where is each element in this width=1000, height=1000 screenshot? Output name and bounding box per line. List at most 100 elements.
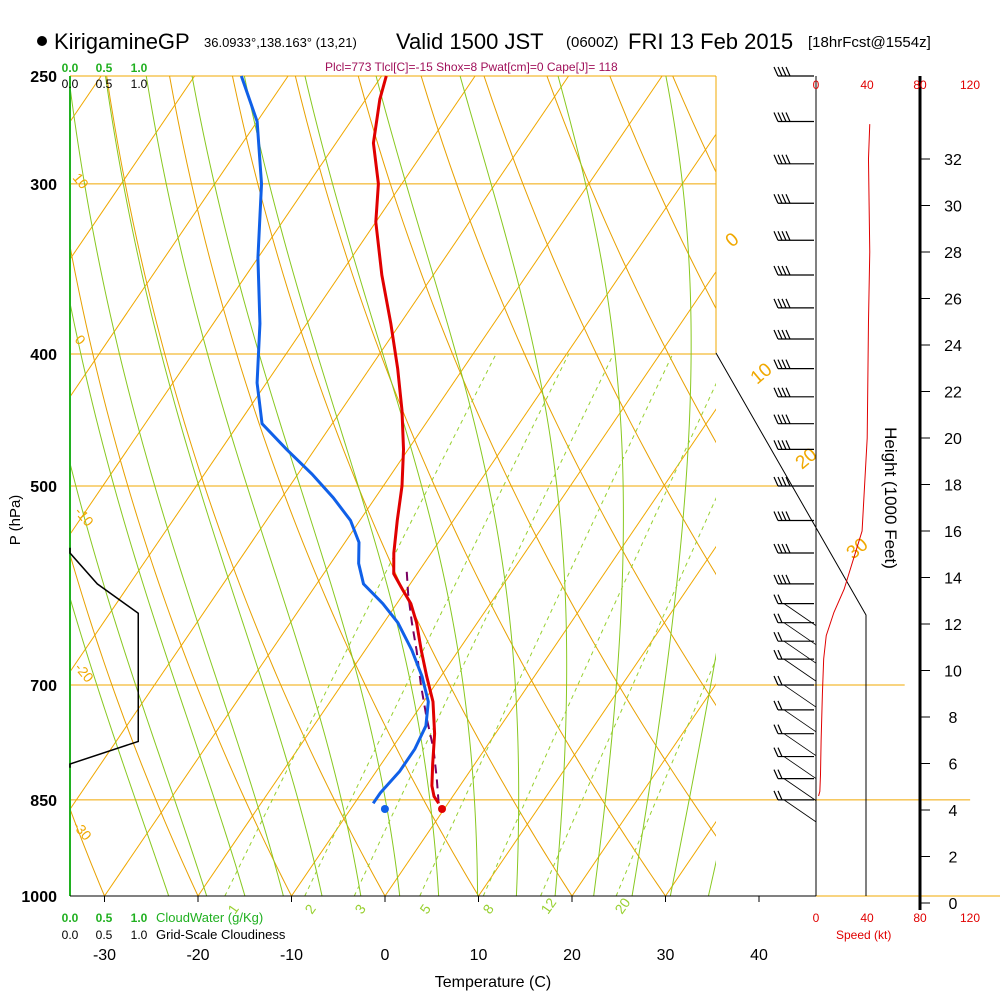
height-tick-label: 28	[944, 245, 962, 262]
height-tick-label: 12	[944, 617, 962, 634]
wind-barb	[773, 298, 814, 309]
wind-barb-flag	[777, 387, 783, 398]
wind-barb-flag	[777, 329, 783, 340]
zulu-time: (0600Z)	[566, 34, 619, 51]
mixing-ratio-label: 5	[416, 901, 434, 917]
wind-barb	[773, 359, 814, 370]
isotherm-line	[104, 76, 663, 896]
dry-adiabat-line	[169, 76, 480, 896]
wind-barb-flag	[773, 112, 779, 122]
moist-adiabat-line	[70, 300, 246, 896]
mixing-ratio-label: 3	[351, 901, 369, 917]
wind-barb-flag	[785, 440, 791, 450]
moist-adiabat-line	[104, 76, 323, 896]
wind-barb-shaft	[783, 709, 817, 733]
wind-barb-shaft	[783, 603, 817, 626]
height-tick-label: 4	[949, 803, 958, 820]
wind-barb-flag	[777, 154, 783, 165]
isotherm-label: 10	[747, 359, 777, 389]
wind-barb-flag	[777, 675, 783, 686]
height-axis-title: Height (1000 Feet)	[881, 427, 900, 569]
wind-barb-flag	[773, 511, 779, 521]
dry-adiabat-line	[294, 76, 667, 896]
speed-tick-bottom: 80	[913, 911, 927, 925]
cloudiness-tick-bottom: 0.5	[96, 928, 113, 942]
wind-barb-flag	[773, 769, 779, 779]
isotherm-line	[70, 76, 289, 398]
wind-barb	[773, 700, 817, 733]
mixing-ratio-line	[419, 353, 674, 896]
cloudiness-tick-top: 0.0	[62, 77, 79, 91]
pressure-tick-700: 700	[30, 678, 57, 695]
moist-adiabat-line	[70, 82, 284, 896]
wind-barb	[773, 747, 817, 779]
dry-adiabat-line	[973, 52, 1000, 925]
wind-barb-flag	[773, 594, 779, 604]
wind-barb-flag	[777, 476, 783, 487]
wind-barb-flag	[773, 543, 779, 554]
wind-barb-flag	[785, 298, 791, 309]
cloudwater-tick-top: 0.0	[62, 61, 79, 75]
pressure-tick-1000: 1000	[21, 889, 57, 906]
moist-adiabat-line	[631, 76, 692, 896]
isotherm-line	[478, 545, 716, 896]
isobar-lines	[70, 75, 1000, 897]
valid-date: FRI 13 Feb 2015	[628, 29, 793, 54]
wind-barb-flag	[781, 265, 787, 276]
wind-barb-flag	[773, 476, 779, 487]
dry-adiabat-line	[70, 243, 293, 896]
wind-barb-shaft	[783, 684, 817, 708]
wind-barb-flag	[777, 265, 783, 276]
cloudwater-tick-bottom: 0.0	[62, 911, 79, 925]
pressure-tick-500: 500	[30, 479, 57, 496]
wind-barb-shaft	[783, 799, 817, 823]
cloudiness-axis-title: Grid-Scale Cloudiness	[156, 927, 286, 942]
height-tick-label: 8	[949, 710, 958, 727]
x-tick-label: 10	[470, 947, 488, 964]
wind-barb-flag	[785, 359, 791, 369]
mixing-ratio-label: 12	[537, 895, 559, 917]
wind-speed-profile-line	[818, 124, 871, 797]
cloudwater-tick-top: 0.5	[96, 61, 113, 75]
isotherm-line	[70, 76, 196, 261]
wind-barb-flag	[781, 112, 787, 122]
dry-adiabat-line	[357, 76, 716, 837]
wind-barb	[773, 724, 817, 756]
wind-barb-flag	[773, 631, 779, 642]
dry-adiabat-line	[849, 52, 1000, 925]
moist-adiabat-line	[70, 461, 208, 896]
height-tick-label: 20	[944, 431, 962, 448]
mixing-ratio-line	[353, 353, 614, 896]
wind-barb-flag	[777, 649, 783, 660]
wind-barb	[773, 440, 814, 451]
y-axis-title: P (hPa)	[7, 495, 24, 546]
wind-barb-flag	[773, 359, 779, 369]
dry-adiabat-line	[0, 52, 22, 925]
height-tick-label: 2	[949, 850, 958, 867]
isotherm-label: 20	[792, 444, 822, 474]
mixing-ratio-line	[304, 353, 570, 896]
wind-barb-shaft	[783, 640, 817, 664]
wind-barb-flag	[777, 724, 783, 734]
cloudiness-tick-bottom: 0.0	[62, 928, 79, 942]
dry-adiabat-line	[420, 76, 716, 707]
cloudiness-tick-top: 1.0	[131, 77, 148, 91]
surface-dewpoint-point	[380, 805, 389, 813]
wind-barb	[773, 543, 814, 554]
wind-barb	[773, 66, 814, 77]
wind-barb	[773, 193, 814, 204]
moist-adiabat-line	[459, 76, 568, 896]
wind-barb	[773, 574, 814, 585]
pressure-tick-250: 250	[30, 69, 57, 86]
wind-barb	[773, 414, 814, 425]
mixing-ratio-line	[615, 658, 716, 896]
wind-barb-flag	[773, 298, 779, 309]
isotherm-line	[384, 408, 716, 896]
dry-adiabat-label: -30	[70, 818, 95, 844]
wind-barb-flag	[773, 230, 779, 241]
wind-barb-flag	[785, 230, 791, 241]
wind-barb-flag	[781, 543, 787, 554]
speed-tick-bottom: 40	[860, 911, 874, 925]
isotherm-line	[70, 76, 570, 811]
